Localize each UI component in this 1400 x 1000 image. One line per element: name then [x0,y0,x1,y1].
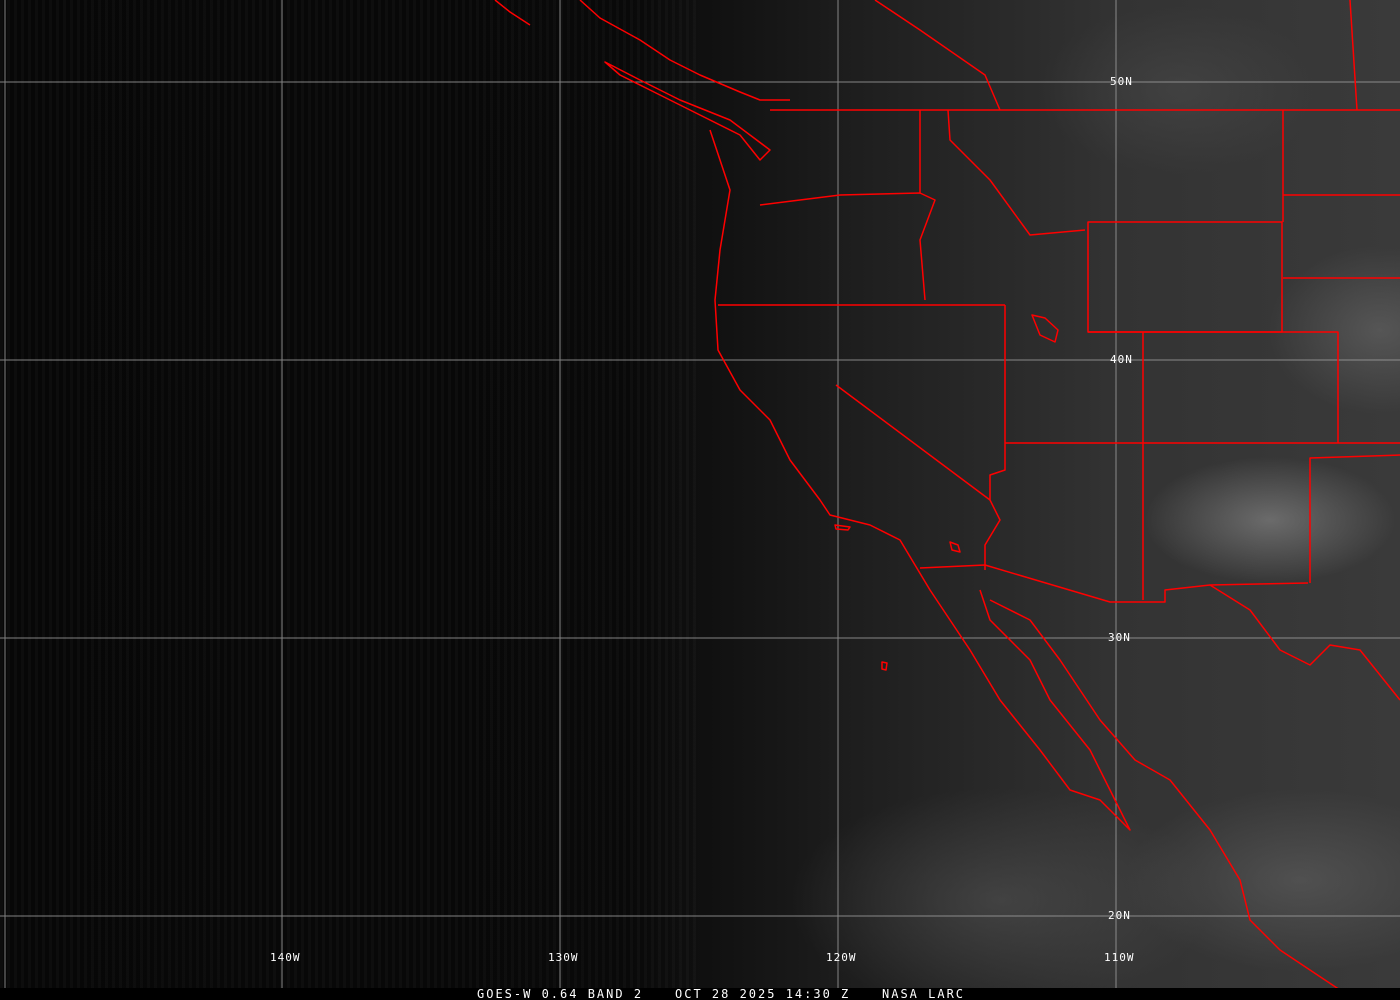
lon-label-140w: 140W [270,951,301,964]
great-salt-lake [1031,314,1059,343]
salton-sea [949,541,961,553]
vancouver-island [604,61,771,161]
coastline-west [709,129,1131,831]
border-id-mt [947,109,1086,236]
channel-islands [834,524,851,531]
scan-stripes [0,0,700,988]
border-ca-nv [835,384,991,501]
lat-label-20n: 20N [1108,909,1131,922]
border-canada-north [874,0,1001,111]
caption-datetime: OCT 28 2025 14:30 Z [675,987,851,1000]
caption-bar: GOES-W 0.64 BAND 2 OCT 28 2025 14:30 Z N… [0,987,1400,1000]
lat-label-50n: 50N [1110,75,1133,88]
lon-label-120w: 120W [826,951,857,964]
lon-label-130w: 130W [548,951,579,964]
lat-label-40n: 40N [1110,353,1133,366]
caption-source: NASA LARC [882,987,966,1000]
lat-label-30n: 30N [1108,631,1131,644]
coastline-mexico-west [989,599,1339,988]
guadalupe-island [881,661,888,671]
border-co-east [1088,331,1339,443]
boundaries [494,0,1400,988]
coastline-bc-mainland [579,0,790,101]
border-us-mexico [919,564,1309,603]
border-nevada-east [984,305,1006,570]
border-wyoming [1087,221,1283,333]
coastline-gulf [1209,584,1400,701]
border-nm-tx [1309,454,1400,583]
caption-satellite: GOES-W 0.64 BAND 2 [477,987,644,1000]
coastline-bc [494,0,531,26]
lon-label-110w: 110W [1104,951,1135,964]
border-nd-mn [1349,0,1358,111]
border-wa-or [759,192,936,301]
